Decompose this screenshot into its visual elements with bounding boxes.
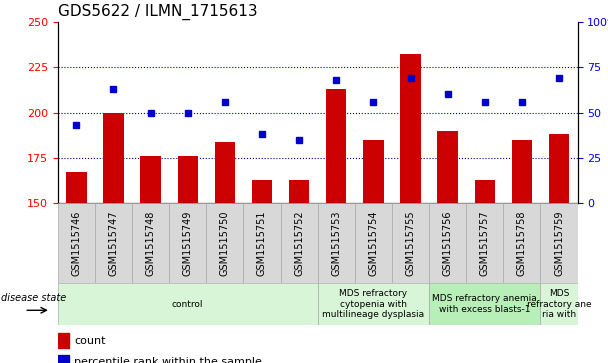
Text: GSM1515748: GSM1515748 — [145, 211, 156, 276]
Text: count: count — [74, 336, 106, 346]
Bar — [317, 283, 429, 325]
Bar — [66, 172, 86, 203]
Bar — [317, 203, 355, 283]
Text: percentile rank within the sample: percentile rank within the sample — [74, 358, 262, 363]
Bar — [541, 203, 578, 283]
Bar — [58, 333, 69, 348]
Text: GSM1515759: GSM1515759 — [554, 211, 564, 276]
Bar — [355, 203, 392, 283]
Text: GSM1515752: GSM1515752 — [294, 211, 304, 276]
Bar — [541, 283, 578, 325]
Text: GSM1515749: GSM1515749 — [183, 211, 193, 276]
Text: GSM1515753: GSM1515753 — [331, 211, 341, 276]
Bar — [58, 355, 69, 363]
Bar — [392, 203, 429, 283]
Bar — [252, 180, 272, 203]
Bar — [326, 89, 347, 203]
Bar — [429, 203, 466, 283]
Text: MDS
refractory ane
ria with: MDS refractory ane ria with — [527, 289, 592, 319]
Bar — [169, 203, 206, 283]
Bar — [132, 203, 169, 283]
Text: GSM1515747: GSM1515747 — [108, 211, 119, 276]
Bar — [429, 283, 541, 325]
Text: GSM1515756: GSM1515756 — [443, 211, 452, 276]
Text: GSM1515758: GSM1515758 — [517, 211, 527, 276]
Bar — [215, 142, 235, 203]
Bar — [437, 131, 458, 203]
Bar — [363, 140, 384, 203]
Text: disease state: disease state — [1, 293, 66, 303]
Bar — [140, 156, 161, 203]
Bar — [280, 203, 317, 283]
Bar — [512, 140, 532, 203]
Bar — [206, 203, 243, 283]
Bar — [95, 203, 132, 283]
Bar — [178, 156, 198, 203]
Bar — [503, 203, 541, 283]
Bar — [58, 203, 95, 283]
Text: GSM1515751: GSM1515751 — [257, 211, 267, 276]
Text: MDS refractory
cytopenia with
multilineage dysplasia: MDS refractory cytopenia with multilinea… — [322, 289, 424, 319]
Bar — [549, 134, 569, 203]
Text: GSM1515755: GSM1515755 — [406, 211, 415, 276]
Text: GSM1515746: GSM1515746 — [71, 211, 81, 276]
Bar — [289, 180, 309, 203]
Text: GDS5622 / ILMN_1715613: GDS5622 / ILMN_1715613 — [58, 4, 257, 20]
Text: GSM1515754: GSM1515754 — [368, 211, 378, 276]
Text: MDS refractory anemia
with excess blasts-1: MDS refractory anemia with excess blasts… — [432, 294, 537, 314]
Bar — [400, 54, 421, 203]
Text: GSM1515757: GSM1515757 — [480, 211, 490, 276]
Text: GSM1515750: GSM1515750 — [220, 211, 230, 276]
Bar — [466, 203, 503, 283]
Bar — [243, 203, 280, 283]
Text: control: control — [172, 299, 204, 309]
Bar — [58, 283, 317, 325]
Bar — [103, 113, 123, 203]
Bar — [475, 180, 495, 203]
